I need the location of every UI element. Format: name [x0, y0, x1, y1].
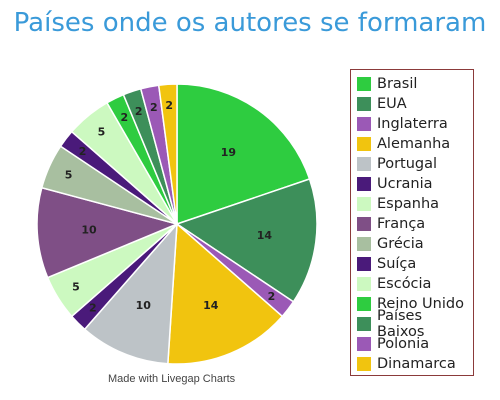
- legend-item-10[interactable]: Escócia: [357, 274, 473, 294]
- legend-label: Portugal: [377, 156, 438, 172]
- slice-value-label-6: 5: [72, 280, 80, 293]
- legend-swatch: [357, 117, 371, 131]
- pie-slice-3[interactable]: [167, 222, 284, 365]
- legend-swatch: [357, 257, 371, 271]
- pie-slice-14[interactable]: [157, 83, 178, 225]
- legend-label: França: [377, 216, 426, 232]
- legend-label: Espanha: [377, 196, 440, 212]
- legend: Brasil EUA Inglaterra Alemanha Portugal Ucran…: [350, 69, 474, 376]
- legend-item-11[interactable]: Reino Unido: [357, 294, 473, 314]
- legend-item-5[interactable]: Ucrania: [357, 174, 473, 194]
- legend-item-13[interactable]: Polonia: [357, 334, 473, 354]
- watermark-text: Made with Livegap Charts: [108, 373, 236, 385]
- legend-label: Ucrania: [377, 176, 433, 192]
- legend-swatch: [357, 217, 371, 231]
- legend-item-8[interactable]: Grécia: [357, 234, 473, 254]
- legend-item-12[interactable]: Países Baixos: [357, 308, 473, 340]
- legend-item-14[interactable]: Dinamarca: [357, 354, 473, 374]
- slice-value-label-7: 10: [81, 223, 97, 236]
- pie-slice-0[interactable]: [176, 83, 311, 226]
- legend-label: Escócia: [377, 276, 432, 292]
- slice-value-label-10: 5: [98, 126, 106, 139]
- legend-label: Polonia: [377, 336, 430, 352]
- legend-label: Países Baixos: [377, 308, 425, 340]
- legend-swatch: [357, 297, 371, 311]
- slice-value-label-13: 2: [150, 101, 158, 114]
- legend-item-2[interactable]: Inglaterra: [357, 114, 473, 134]
- slice-value-label-2: 2: [268, 290, 276, 303]
- legend-label: Suíça: [377, 256, 417, 272]
- legend-swatch: [357, 237, 371, 251]
- legend-swatch: [357, 317, 371, 331]
- legend-swatch: [357, 97, 371, 111]
- legend-label: EUA: [377, 96, 407, 112]
- pie-slice-1[interactable]: [175, 178, 318, 303]
- legend-label: Grécia: [377, 236, 424, 252]
- legend-label: Reino Unido: [377, 296, 464, 312]
- slice-value-label-0: 19: [221, 146, 236, 159]
- legend-item-7[interactable]: França: [357, 214, 473, 234]
- legend-item-6[interactable]: Espanha: [357, 194, 473, 214]
- legend-label: Brasil: [377, 76, 418, 92]
- legend-item-1[interactable]: EUA: [357, 94, 473, 114]
- slice-value-label-4: 10: [136, 299, 152, 312]
- legend-swatch: [357, 77, 371, 91]
- legend-swatch: [357, 357, 371, 371]
- legend-label: Alemanha: [377, 136, 451, 152]
- legend-item-3[interactable]: Alemanha: [357, 134, 473, 154]
- legend-item-9[interactable]: Suíça: [357, 254, 473, 274]
- slice-value-label-9: 2: [79, 145, 87, 158]
- slice-value-label-5: 2: [89, 302, 97, 315]
- pie-slice-7[interactable]: [36, 186, 180, 279]
- legend-swatch: [357, 157, 371, 171]
- slice-value-label-12: 2: [135, 105, 143, 118]
- slice-value-label-14: 2: [165, 99, 173, 112]
- slice-value-label-3: 14: [203, 299, 219, 312]
- legend-item-0[interactable]: Brasil: [357, 74, 473, 94]
- legend-item-4[interactable]: Portugal: [357, 154, 473, 174]
- legend-label: Inglaterra: [377, 116, 448, 132]
- legend-label: Dinamarca: [377, 356, 456, 372]
- legend-swatch: [357, 197, 371, 211]
- legend-swatch: [357, 277, 371, 291]
- pie-slice-4[interactable]: [83, 221, 178, 365]
- legend-swatch: [357, 177, 371, 191]
- slice-value-label-1: 14: [257, 229, 273, 242]
- legend-swatch: [357, 137, 371, 151]
- slice-value-label-11: 2: [121, 111, 129, 124]
- legend-swatch: [357, 337, 371, 351]
- slice-value-label-8: 5: [65, 168, 73, 181]
- chart-title: Países onde os autores se formaram: [13, 8, 487, 38]
